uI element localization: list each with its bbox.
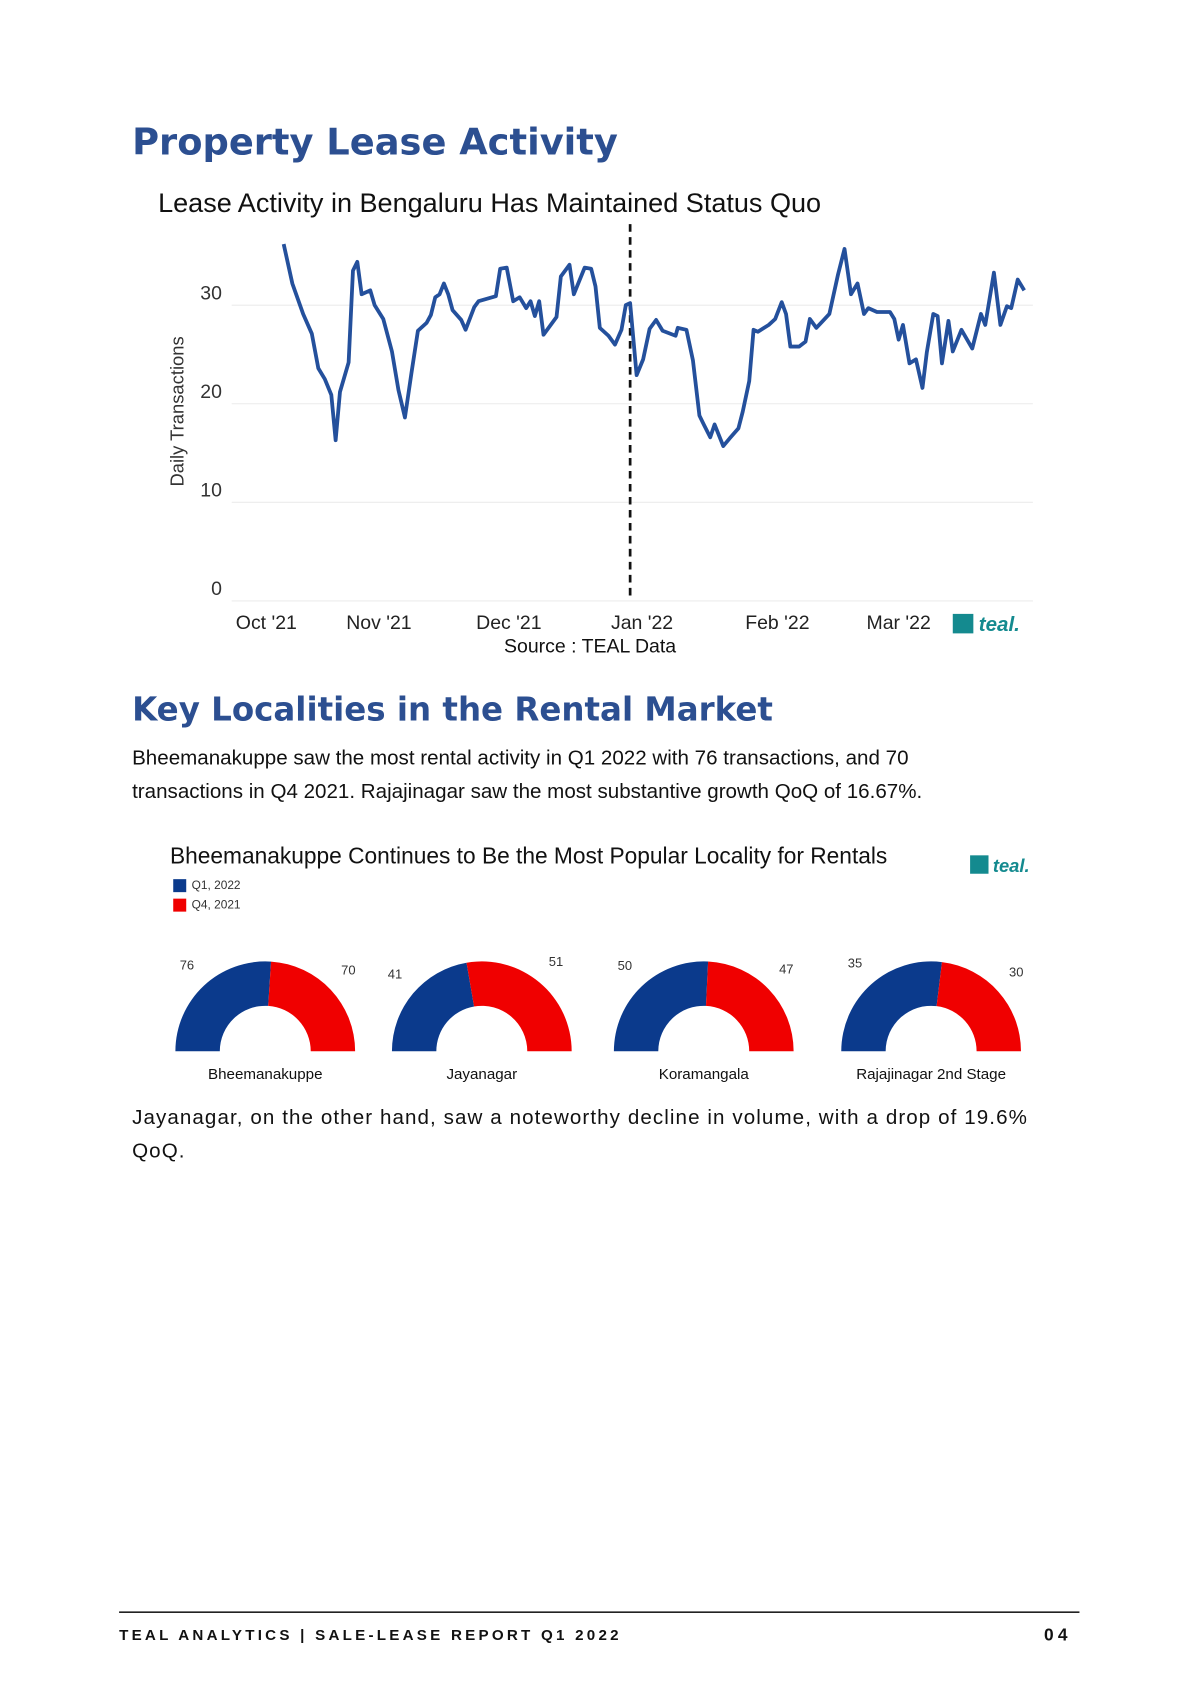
chart-title: Lease Activity in Bengaluru Has Maintain… [158, 188, 821, 218]
x-tick-label: Oct '21 [236, 612, 297, 634]
chart-title: Bheemanakuppe Continues to Be the Most P… [170, 842, 887, 868]
category-label: Jayanagar [446, 1066, 517, 1083]
value-label: 76 [180, 957, 194, 972]
logo: teal. [979, 613, 1020, 636]
legend-swatch [173, 898, 187, 912]
donut-segment [391, 962, 475, 1052]
value-label: 41 [388, 966, 402, 981]
donut-segment [705, 961, 794, 1052]
value-label: 50 [618, 958, 632, 973]
donut-segment [175, 961, 272, 1052]
donut-segment [466, 961, 572, 1052]
paragraph: Bheemanakuppe saw the most rental activi… [132, 747, 923, 804]
x-tick-label: Dec '21 [476, 612, 541, 634]
donut-segment [613, 961, 709, 1052]
legend-swatch [173, 879, 187, 893]
value-label: 47 [779, 962, 793, 977]
x-tick-label: Jan '22 [611, 612, 673, 634]
y-tick-label: 20 [200, 381, 222, 403]
data-line [281, 243, 1026, 448]
y-tick-label: 10 [200, 480, 222, 502]
category-label: Bheemanakuppe [208, 1066, 323, 1083]
y-tick-label: 30 [200, 282, 222, 304]
donut-segment [268, 961, 356, 1052]
legend-label: Q4, 2021 [192, 897, 241, 911]
section-heading: Key Localities in the Rental Market [132, 690, 773, 728]
value-label: 35 [848, 955, 862, 970]
value-label: 51 [549, 954, 563, 969]
footer-text: TEAL ANALYTICS | SALE-LEASE REPORT Q1 20… [119, 1627, 622, 1644]
y-tick-label: 0 [211, 578, 222, 600]
logo: teal. [993, 855, 1030, 876]
x-tick-label: Feb '22 [745, 612, 809, 634]
donut-segment [841, 961, 942, 1052]
category-label: Rajajinagar 2nd Stage [856, 1066, 1006, 1083]
source: Source : TEAL Data [504, 636, 676, 658]
x-tick-label: Nov '21 [346, 612, 411, 634]
x-tick-label: Mar '22 [866, 612, 930, 634]
value-label: 70 [341, 962, 355, 977]
logo-icon [970, 855, 989, 874]
paragraph: Jayanagar, on the other hand, saw a note… [132, 1106, 1028, 1163]
logo-icon [952, 613, 974, 634]
category-label: Koramangala [659, 1066, 750, 1083]
legend-label: Q1, 2022 [192, 878, 241, 892]
y-axis-label: Daily Transactions [167, 336, 188, 486]
page-title: Property Lease Activity [132, 120, 618, 163]
donut-segment [936, 962, 1021, 1052]
value-label: 30 [1009, 964, 1023, 979]
page-number: 04 [1044, 1625, 1072, 1645]
